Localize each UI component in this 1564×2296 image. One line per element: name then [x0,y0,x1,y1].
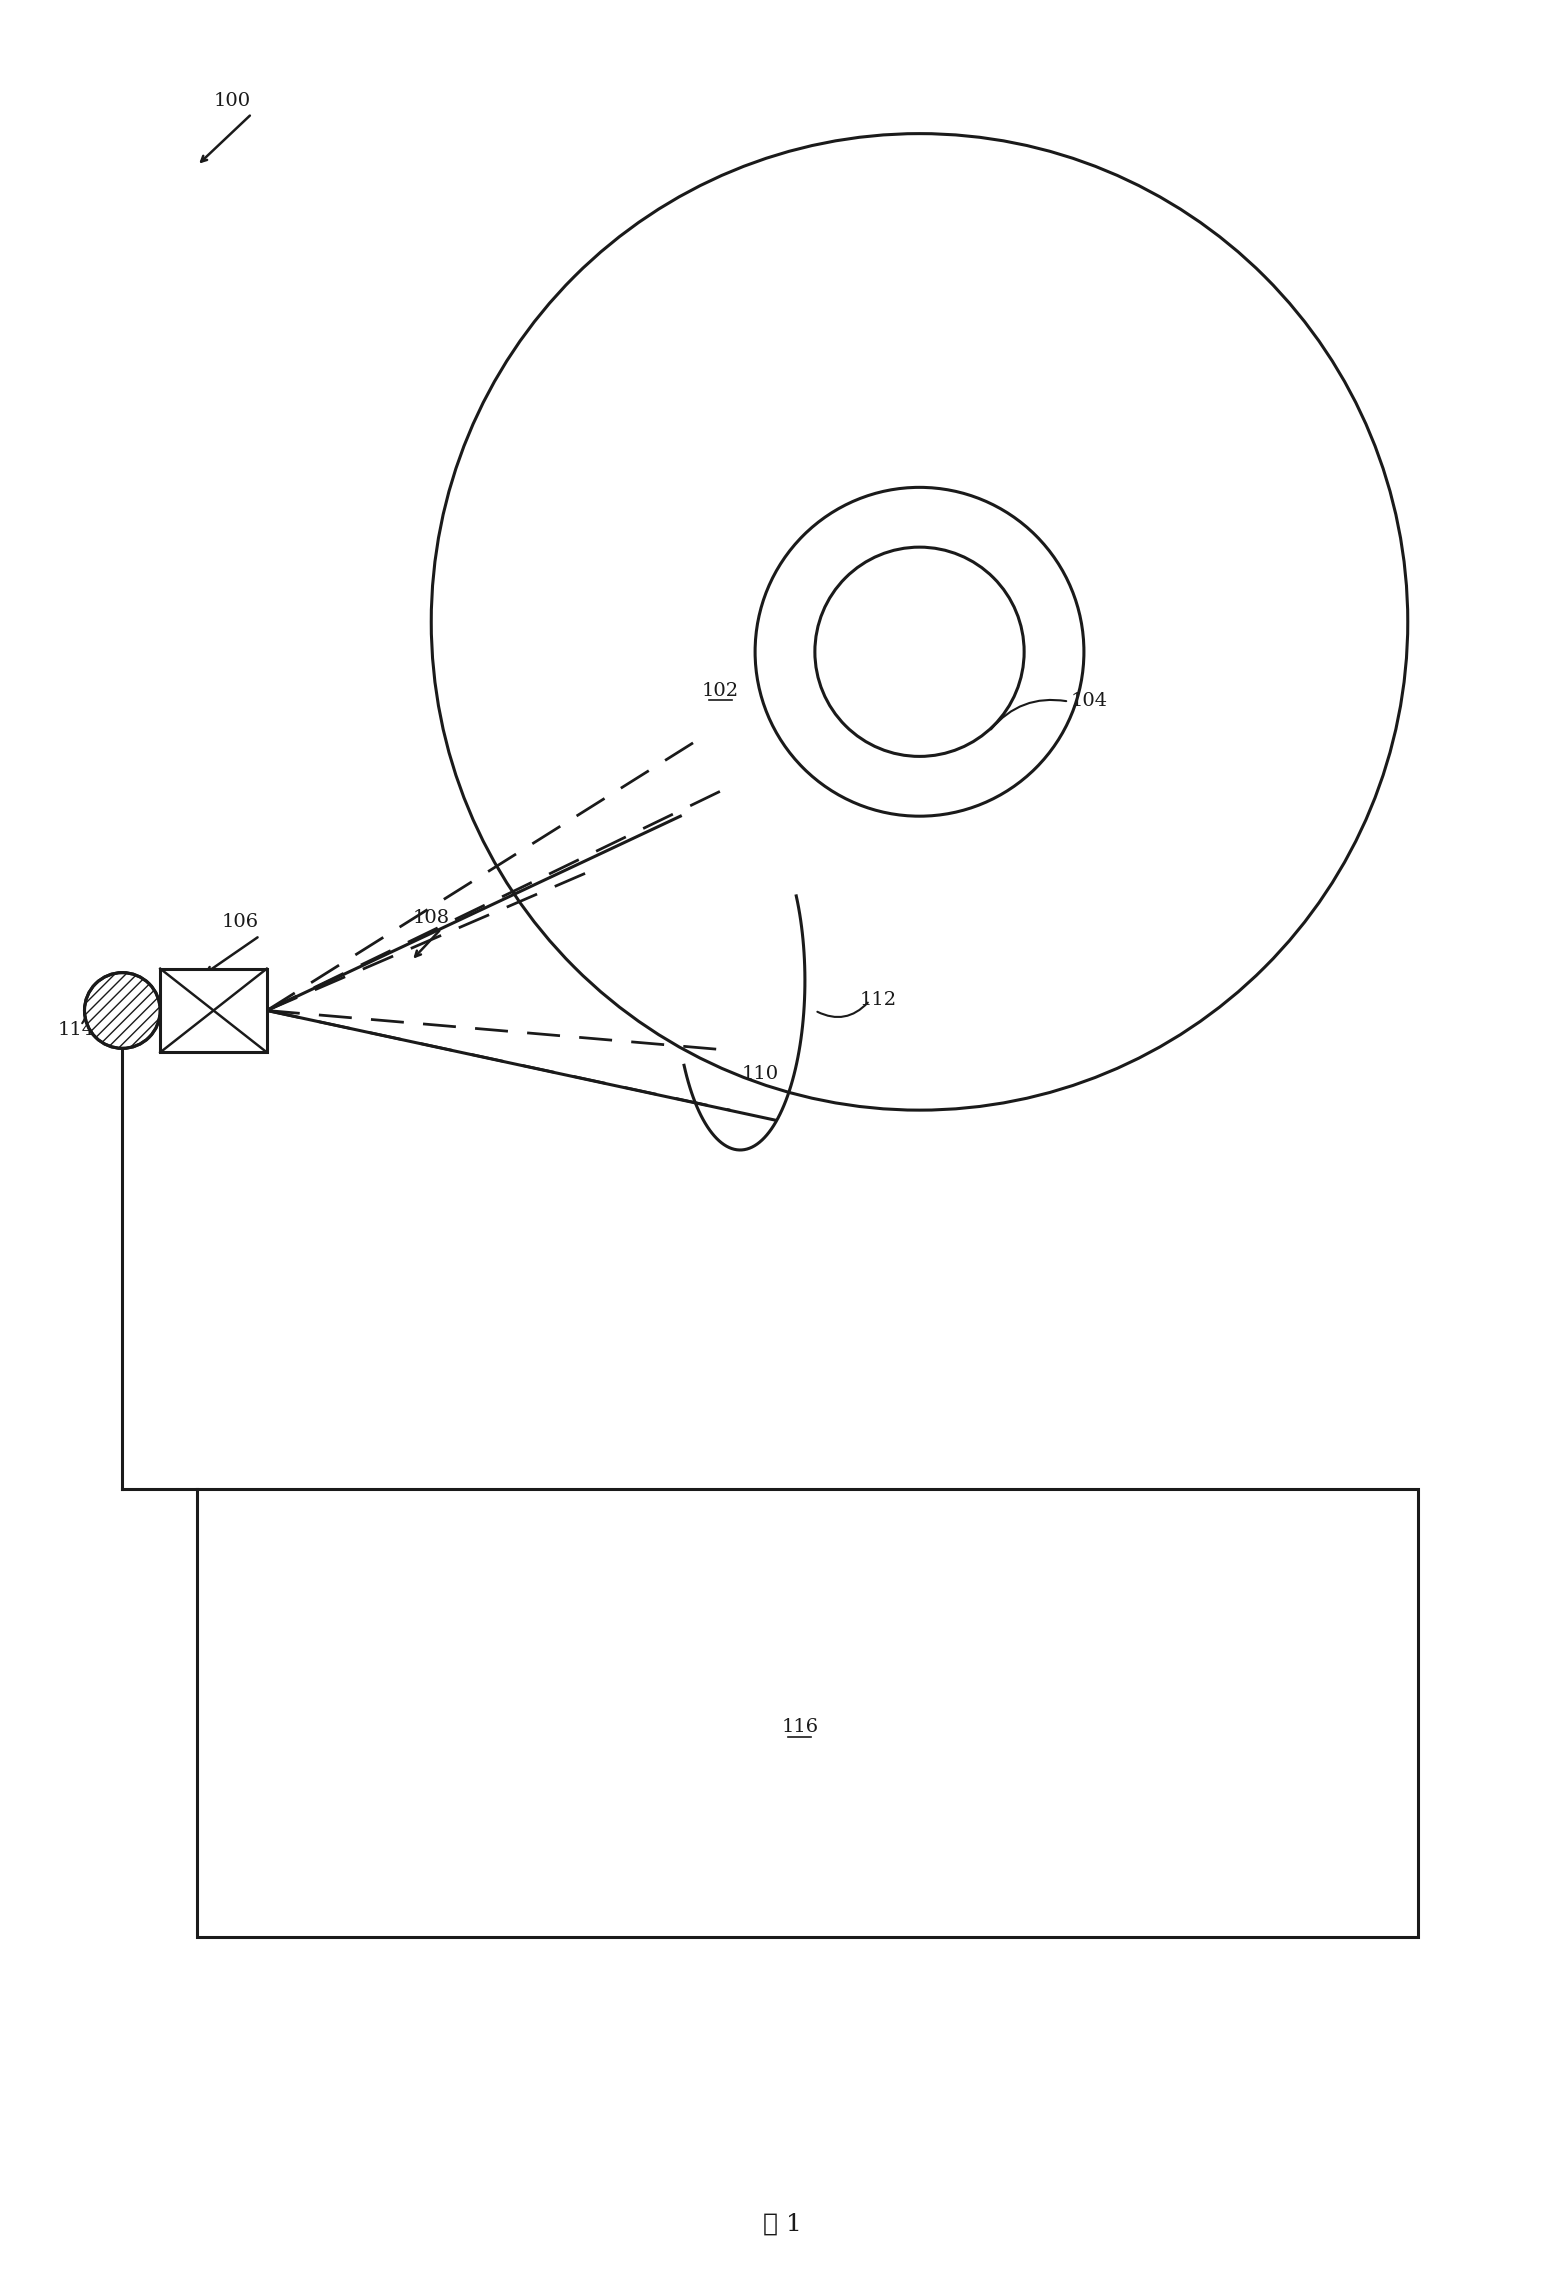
Text: 图 1: 图 1 [763,2213,801,2236]
Text: 104: 104 [1070,691,1107,709]
Text: 110: 110 [741,1065,779,1084]
Text: 106: 106 [222,914,258,930]
Text: 116: 116 [782,1717,818,1736]
Text: 100: 100 [213,92,250,110]
Text: 114: 114 [58,1022,95,1040]
Bar [197,1488,1417,1938]
Text: 102: 102 [702,682,738,700]
Circle shape [84,974,160,1049]
Bar [160,969,267,1052]
Text: 108: 108 [413,909,450,928]
Text: 112: 112 [860,990,896,1008]
